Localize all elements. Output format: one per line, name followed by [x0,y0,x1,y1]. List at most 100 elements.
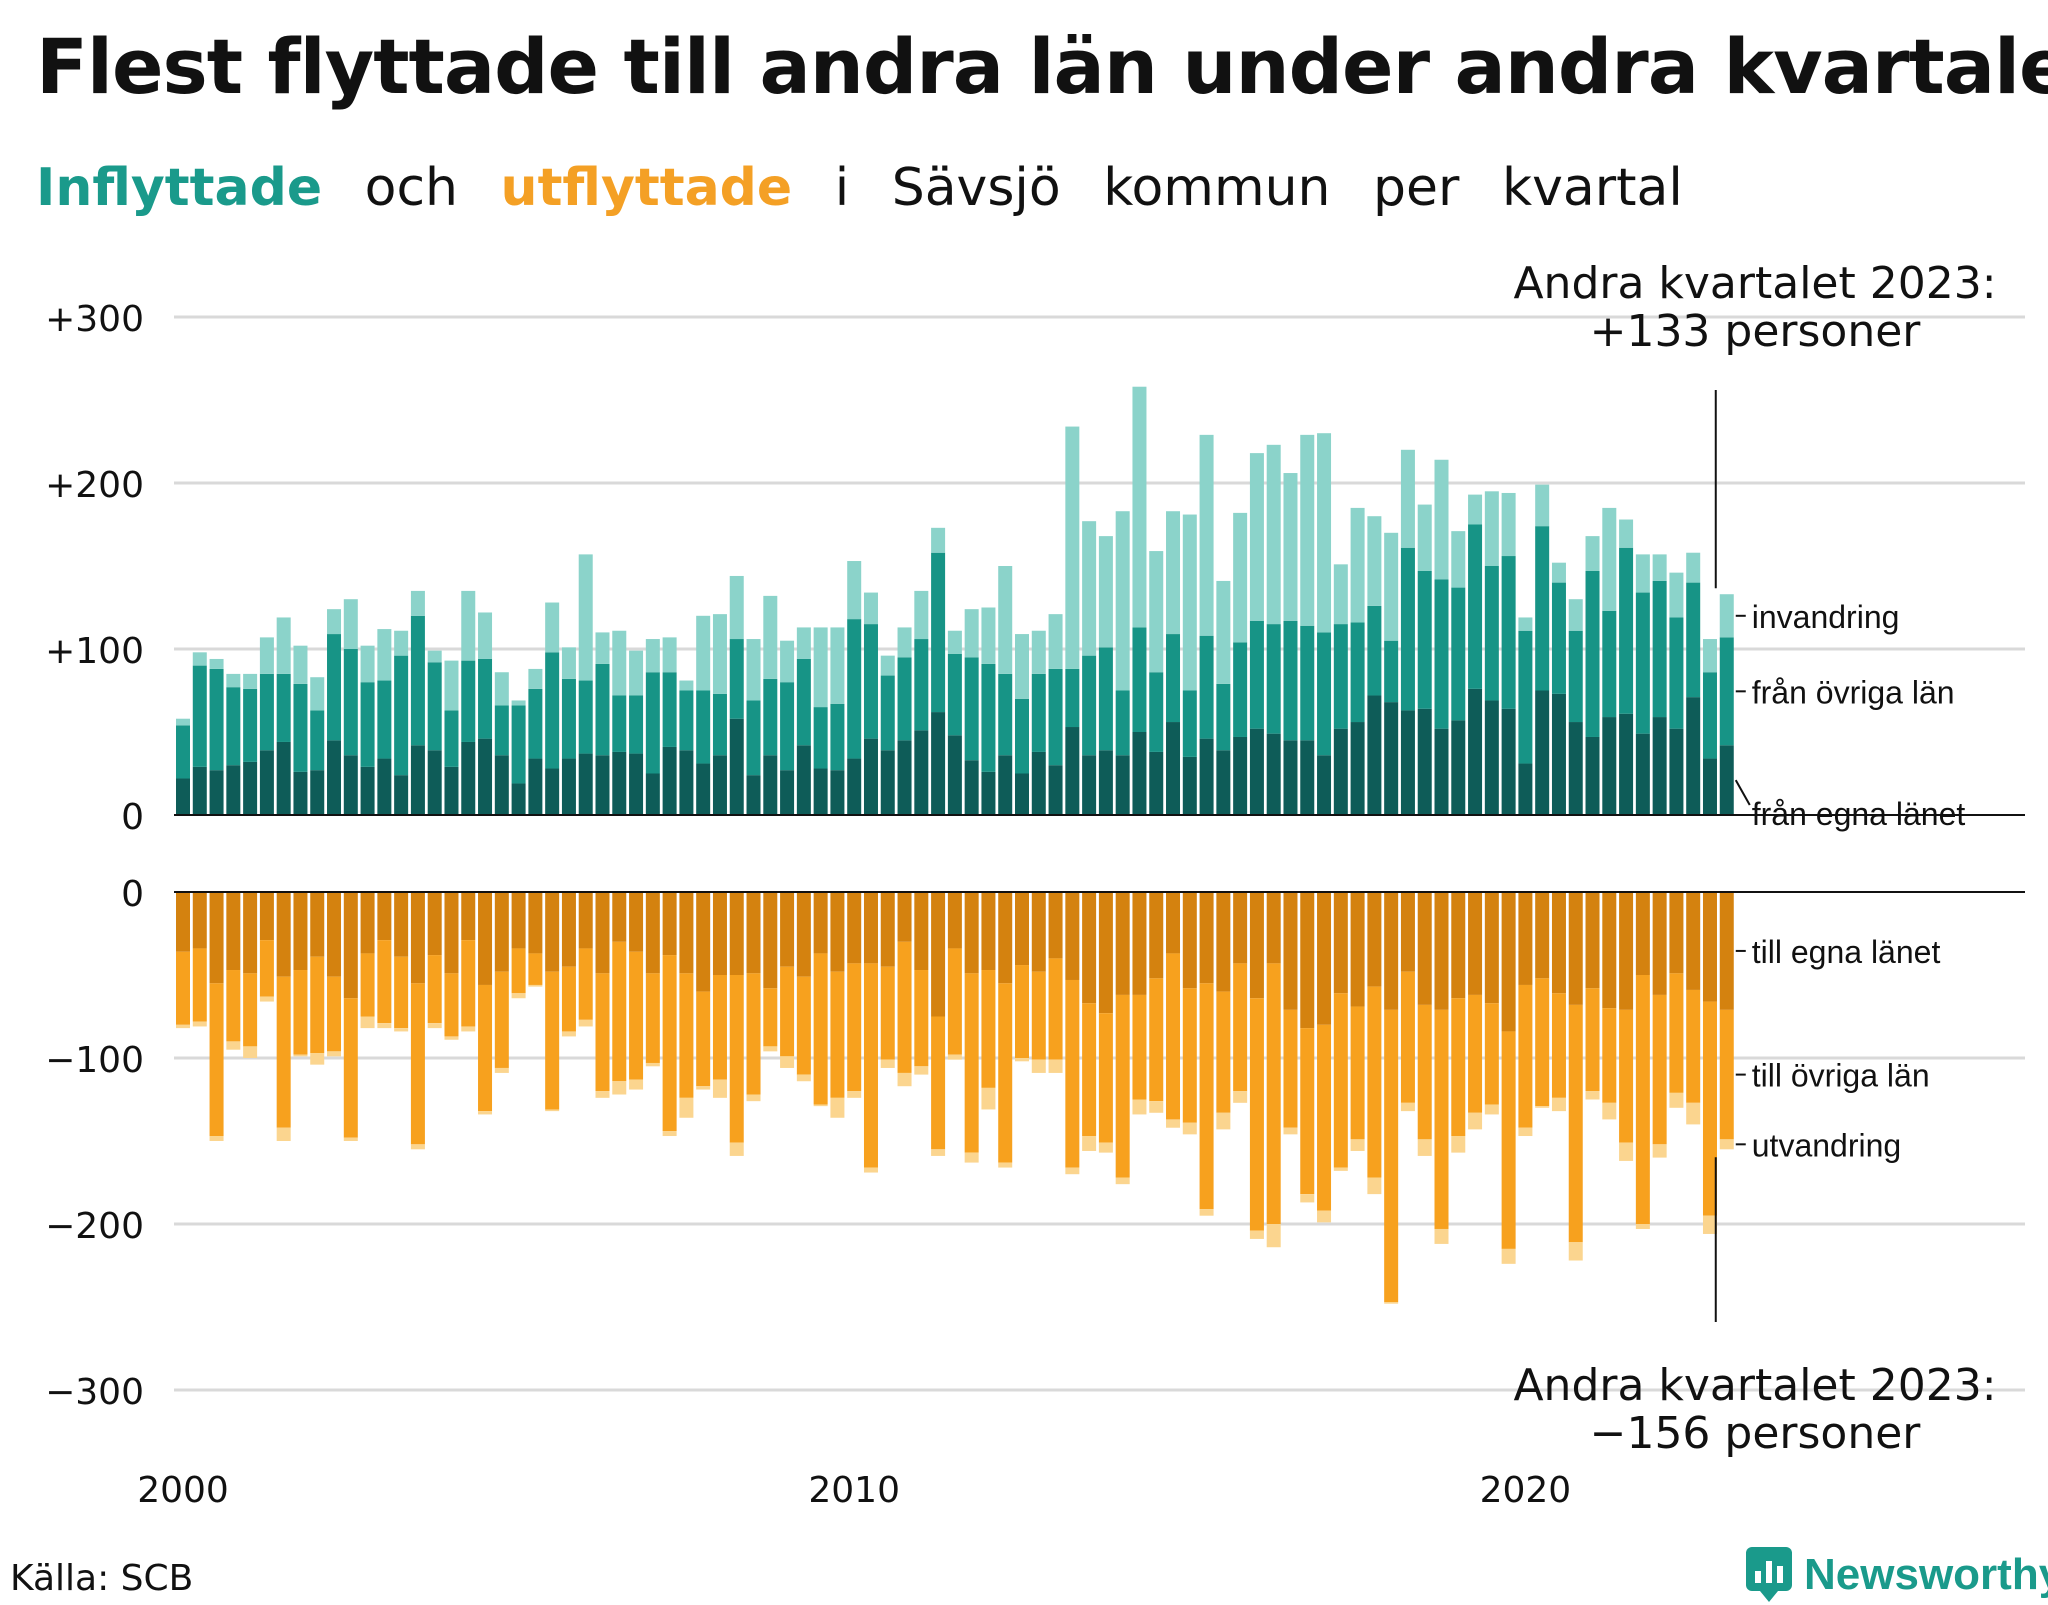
bar-utvandring [931,1149,946,1156]
x-tick-label: 2000 [137,1470,229,1511]
bar-fran-ovriga-lan [1166,634,1181,723]
bar-fran-egna-lanet [1132,732,1147,815]
bar-fran-egna-lanet [1350,722,1365,815]
bar-till-ovriga-lan [1283,1009,1298,1128]
bar-utvandring [427,1023,442,1029]
bar-fran-egna-lanet [427,750,442,815]
bar-fran-ovriga-lan [310,710,325,771]
bar-till-egna-lanet [1451,892,1466,999]
bar-invandring [1065,426,1080,669]
bar-till-egna-lanet [192,892,207,949]
bar-fran-ovriga-lan [629,695,644,754]
bar-invandring [1149,551,1164,673]
bar-till-ovriga-lan [427,955,442,1024]
bar-fran-egna-lanet [712,755,727,815]
bar-fran-egna-lanet [545,768,560,815]
bar-fran-ovriga-lan [1367,605,1382,696]
bar-fran-ovriga-lan [561,678,576,759]
labels: invandring från övriga län från egna länet… [1513,258,1996,1459]
bar-fran-egna-lanet [511,783,526,815]
bar-till-egna-lanet [796,892,811,977]
bar-till-ovriga-lan [1400,971,1415,1103]
bar-fran-egna-lanet [1149,751,1164,815]
bar-invandring [729,575,744,640]
bar-fran-egna-lanet [981,771,996,815]
inflow-bars [176,386,1734,815]
bar-till-egna-lanet [511,892,526,949]
bar-till-egna-lanet [662,892,677,956]
bar-till-egna-lanet [478,892,493,985]
bar-utvandring [1535,1106,1550,1108]
bar-invandring [528,668,543,689]
bar-fran-ovriga-lan [1551,582,1566,694]
bar-invandring [494,672,509,706]
bar-utvandring [1384,1302,1399,1304]
bar-utvandring [947,1054,962,1060]
bar-fran-egna-lanet [243,761,258,815]
chart-subtitle: Inflyttade och utflyttade i Sävsjö kommu… [36,158,1709,218]
bar-invandring [1635,554,1650,593]
bar-utvandring [612,1081,627,1095]
bar-till-ovriga-lan [1551,993,1566,1098]
bar-till-ovriga-lan [1568,1004,1583,1243]
bar-utvandring [914,1066,929,1075]
bar-utvandring [360,1016,375,1029]
bar-utvandring [259,996,274,1002]
bar-till-egna-lanet [1686,892,1701,990]
bar-fran-ovriga-lan [1686,582,1701,698]
bar-fran-egna-lanet [914,730,929,815]
bar-utvandring [511,993,526,999]
bar-invandring [192,652,207,666]
series-label-out: till övriga län [1752,1058,1930,1094]
bar-fran-egna-lanet [1568,722,1583,815]
bar-fran-ovriga-lan [192,665,207,767]
bar-fran-ovriga-lan [1233,642,1248,737]
bar-fran-egna-lanet [528,758,543,815]
bar-utvandring [880,1059,895,1068]
bar-fran-ovriga-lan [662,672,677,747]
bar-fran-ovriga-lan [410,615,425,746]
bar-fran-ovriga-lan [1015,698,1029,774]
bar-fran-ovriga-lan [1384,640,1399,703]
bar-fran-egna-lanet [1451,720,1466,815]
bar-invandring [931,527,946,553]
bar-fran-egna-lanet [796,745,811,815]
bar-till-egna-lanet [461,892,476,941]
bar-till-ovriga-lan [595,973,610,1092]
bar-fran-ovriga-lan [931,552,946,713]
bar-invandring [310,677,325,711]
bar-invandring [645,639,660,673]
bar-fran-egna-lanet [1048,765,1063,815]
bar-fran-ovriga-lan [578,680,593,754]
bar-fran-egna-lanet [1518,763,1533,815]
bar-till-ovriga-lan [1031,971,1046,1060]
bar-invandring [1602,507,1617,611]
bar-fran-egna-lanet [1635,733,1650,815]
bar-till-egna-lanet [394,892,409,957]
y-tick-label-top: 0 [121,797,144,838]
bar-till-ovriga-lan [612,941,627,1082]
bar-till-egna-lanet [293,892,308,971]
bar-fran-egna-lanet [780,770,795,815]
bar-fran-egna-lanet [729,718,744,815]
bar-till-ovriga-lan [578,948,593,1020]
bar-fran-egna-lanet [1652,717,1667,815]
bar-till-ovriga-lan [1484,1003,1499,1105]
bar-till-egna-lanet [1065,892,1080,980]
newsworthy-logo-icon [1746,1547,1792,1602]
bar-invandring [629,650,644,696]
bar-invandring [1082,521,1097,656]
bar-till-egna-lanet [1702,892,1717,1002]
bar-fran-ovriga-lan [1652,580,1667,718]
bar-invandring [696,615,711,691]
bar-till-egna-lanet [1719,892,1734,1010]
bar-till-egna-lanet [1249,892,1264,999]
bar-till-ovriga-lan [1518,984,1533,1128]
bar-fran-egna-lanet [1468,688,1483,815]
bar-invandring [1451,531,1466,588]
bar-invandring [259,637,274,674]
newsworthy-logo-text: Newsworthy [1804,1550,2048,1599]
bar-fran-ovriga-lan [1149,672,1164,752]
bar-invandring [1501,492,1516,557]
bar-invandring [478,612,493,659]
